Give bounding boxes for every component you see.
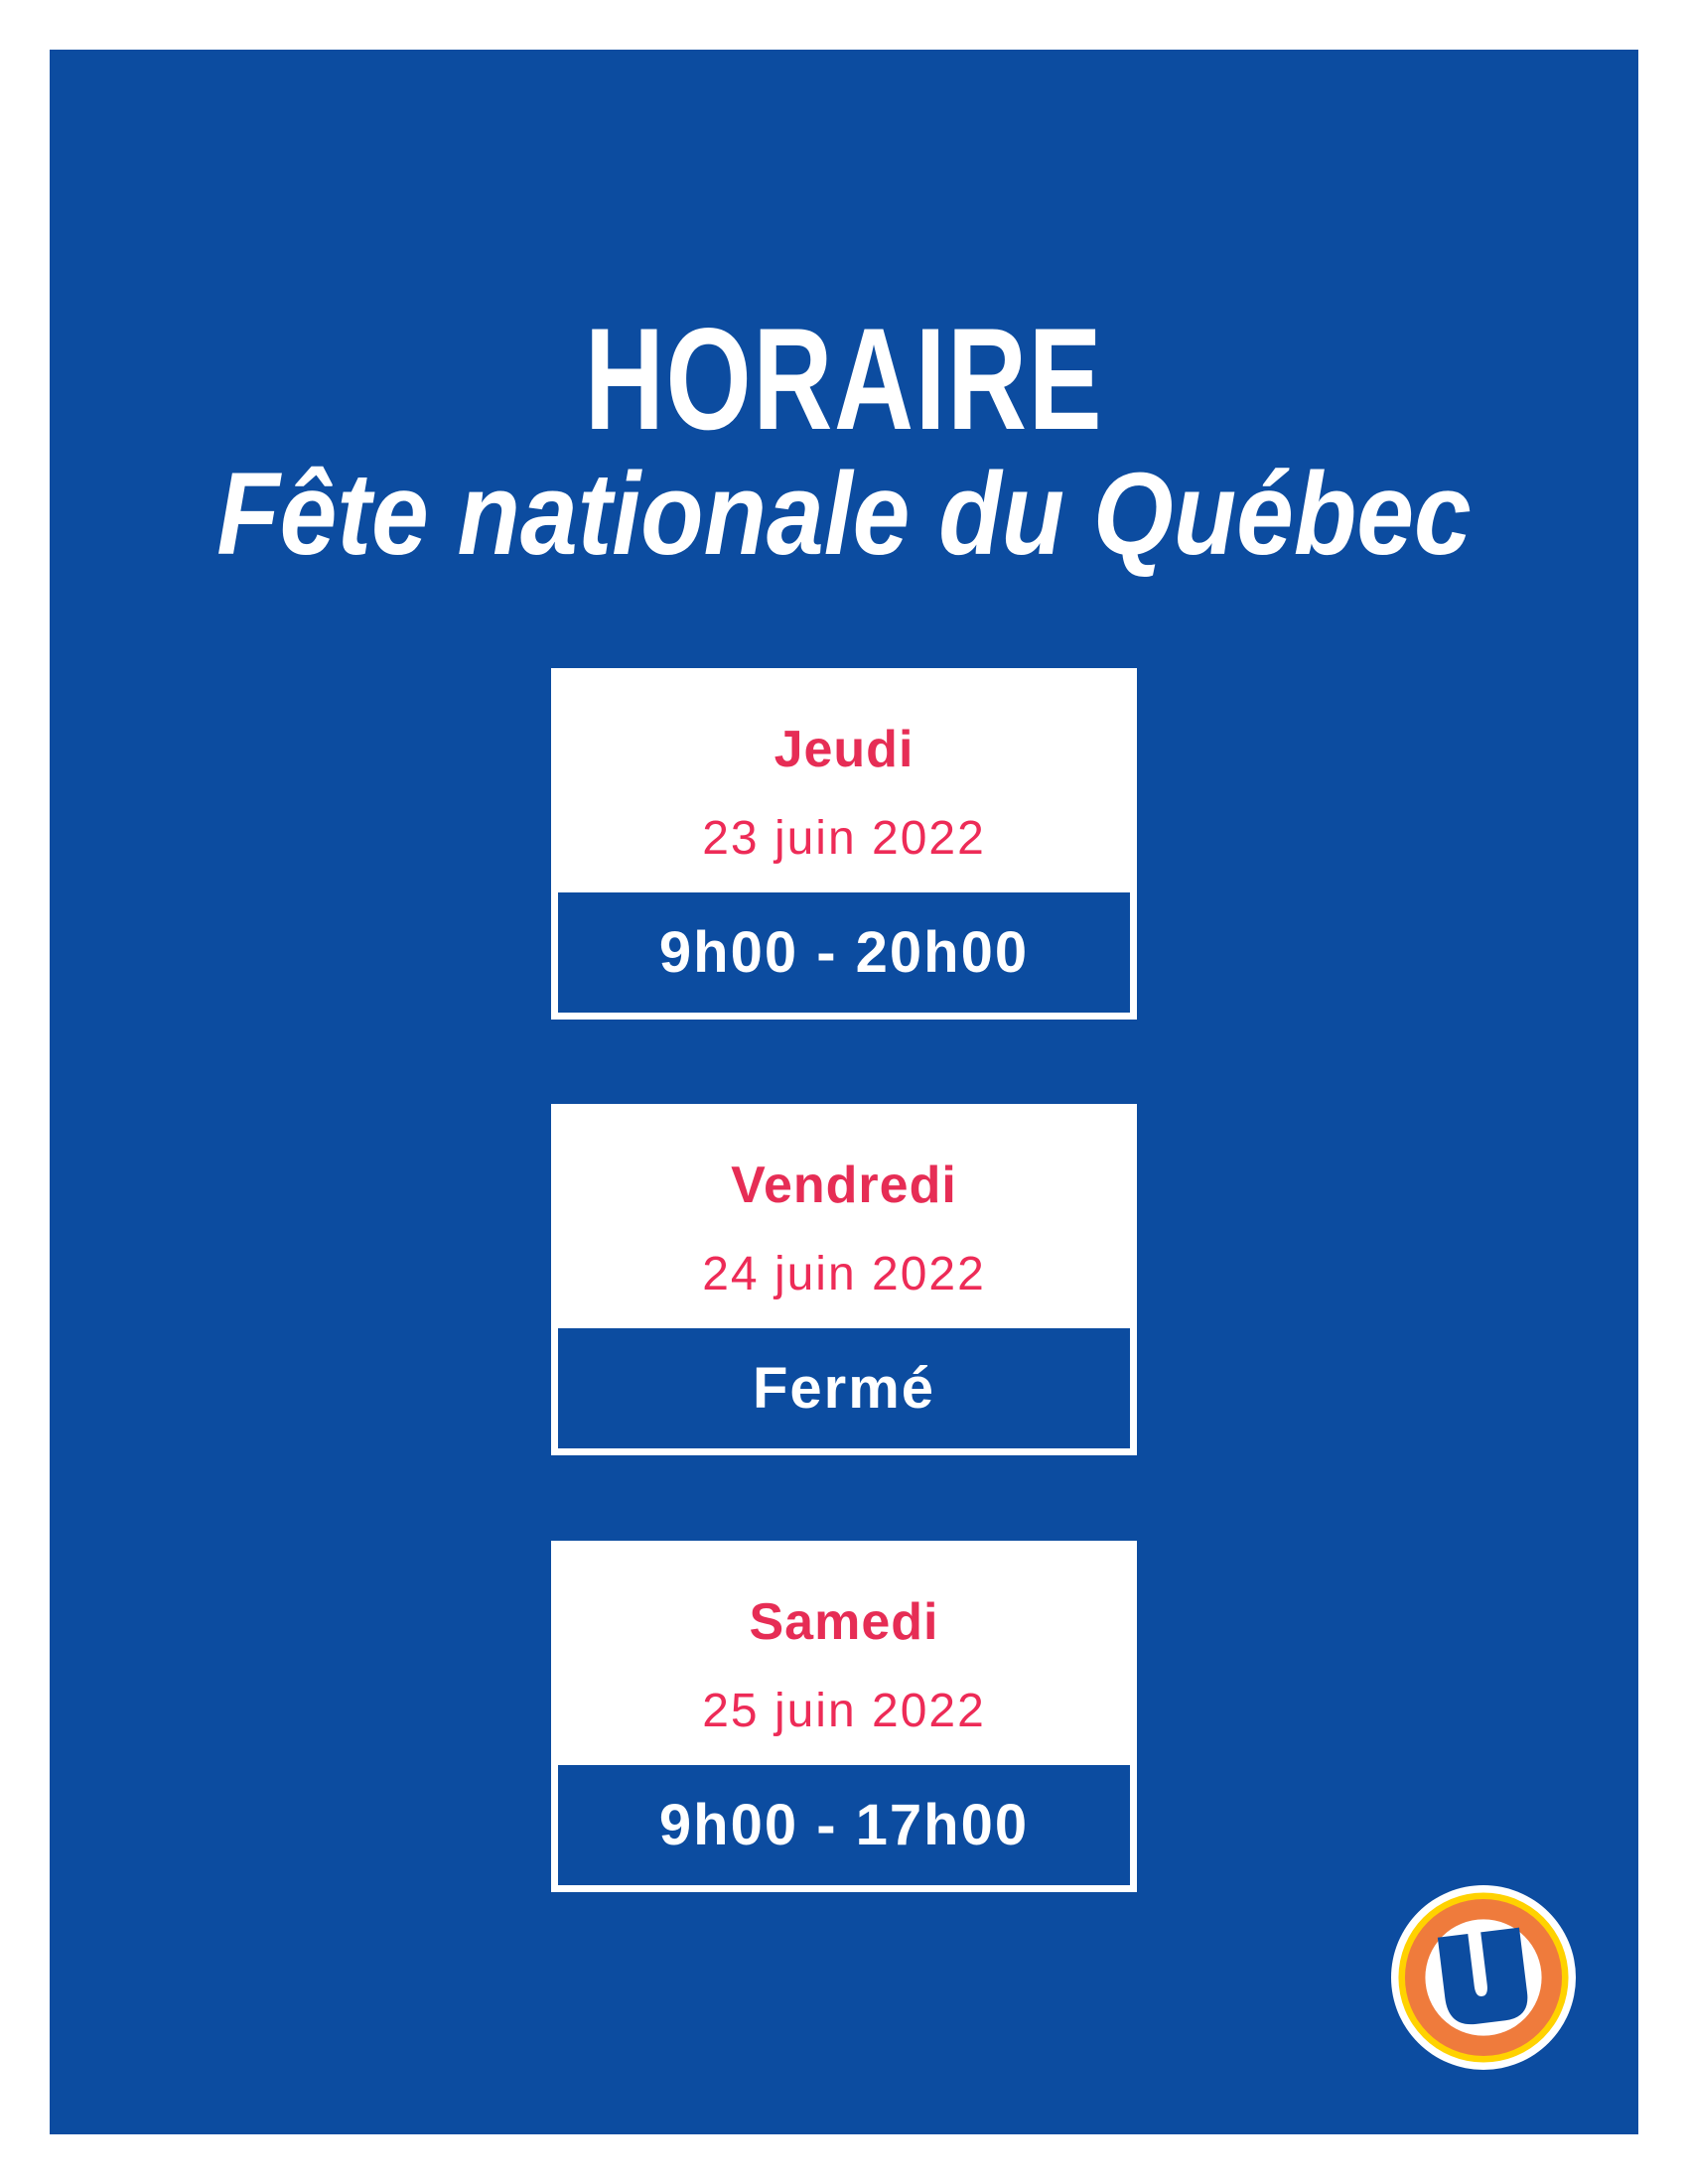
schedule-card-samedi: Samedi 25 juin 2022 9h00 - 17h00 [551,1541,1137,1892]
hours-banner: Fermé [558,1328,1130,1448]
page-subtitle: Fête nationale du Québec [216,449,1472,580]
hours-banner: 9h00 - 17h00 [558,1765,1130,1885]
date-label: 23 juin 2022 [702,812,986,865]
hours-label: Fermé [752,1356,936,1421]
day-label: Vendredi [731,1157,957,1214]
hours-label: 9h00 - 20h00 [658,920,1030,985]
u-circle-brand-logo-icon [1391,1885,1576,2070]
page-title: HORAIRE [584,298,1104,460]
hours-label: 9h00 - 17h00 [658,1793,1030,1857]
day-label: Jeudi [774,721,914,778]
hours-banner: 9h00 - 20h00 [558,892,1130,1013]
date-label: 24 juin 2022 [702,1248,986,1300]
day-label: Samedi [749,1593,939,1651]
u-letter-mark [1437,1927,1528,2025]
schedule-card-jeudi: Jeudi 23 juin 2022 9h00 - 20h00 [551,668,1137,1020]
date-label: 25 juin 2022 [702,1685,986,1737]
poster-blue-canvas: HORAIRE Fête nationale du Québec Jeudi 2… [50,50,1638,2134]
schedule-card-vendredi: Vendredi 24 juin 2022 Fermé [551,1104,1137,1455]
